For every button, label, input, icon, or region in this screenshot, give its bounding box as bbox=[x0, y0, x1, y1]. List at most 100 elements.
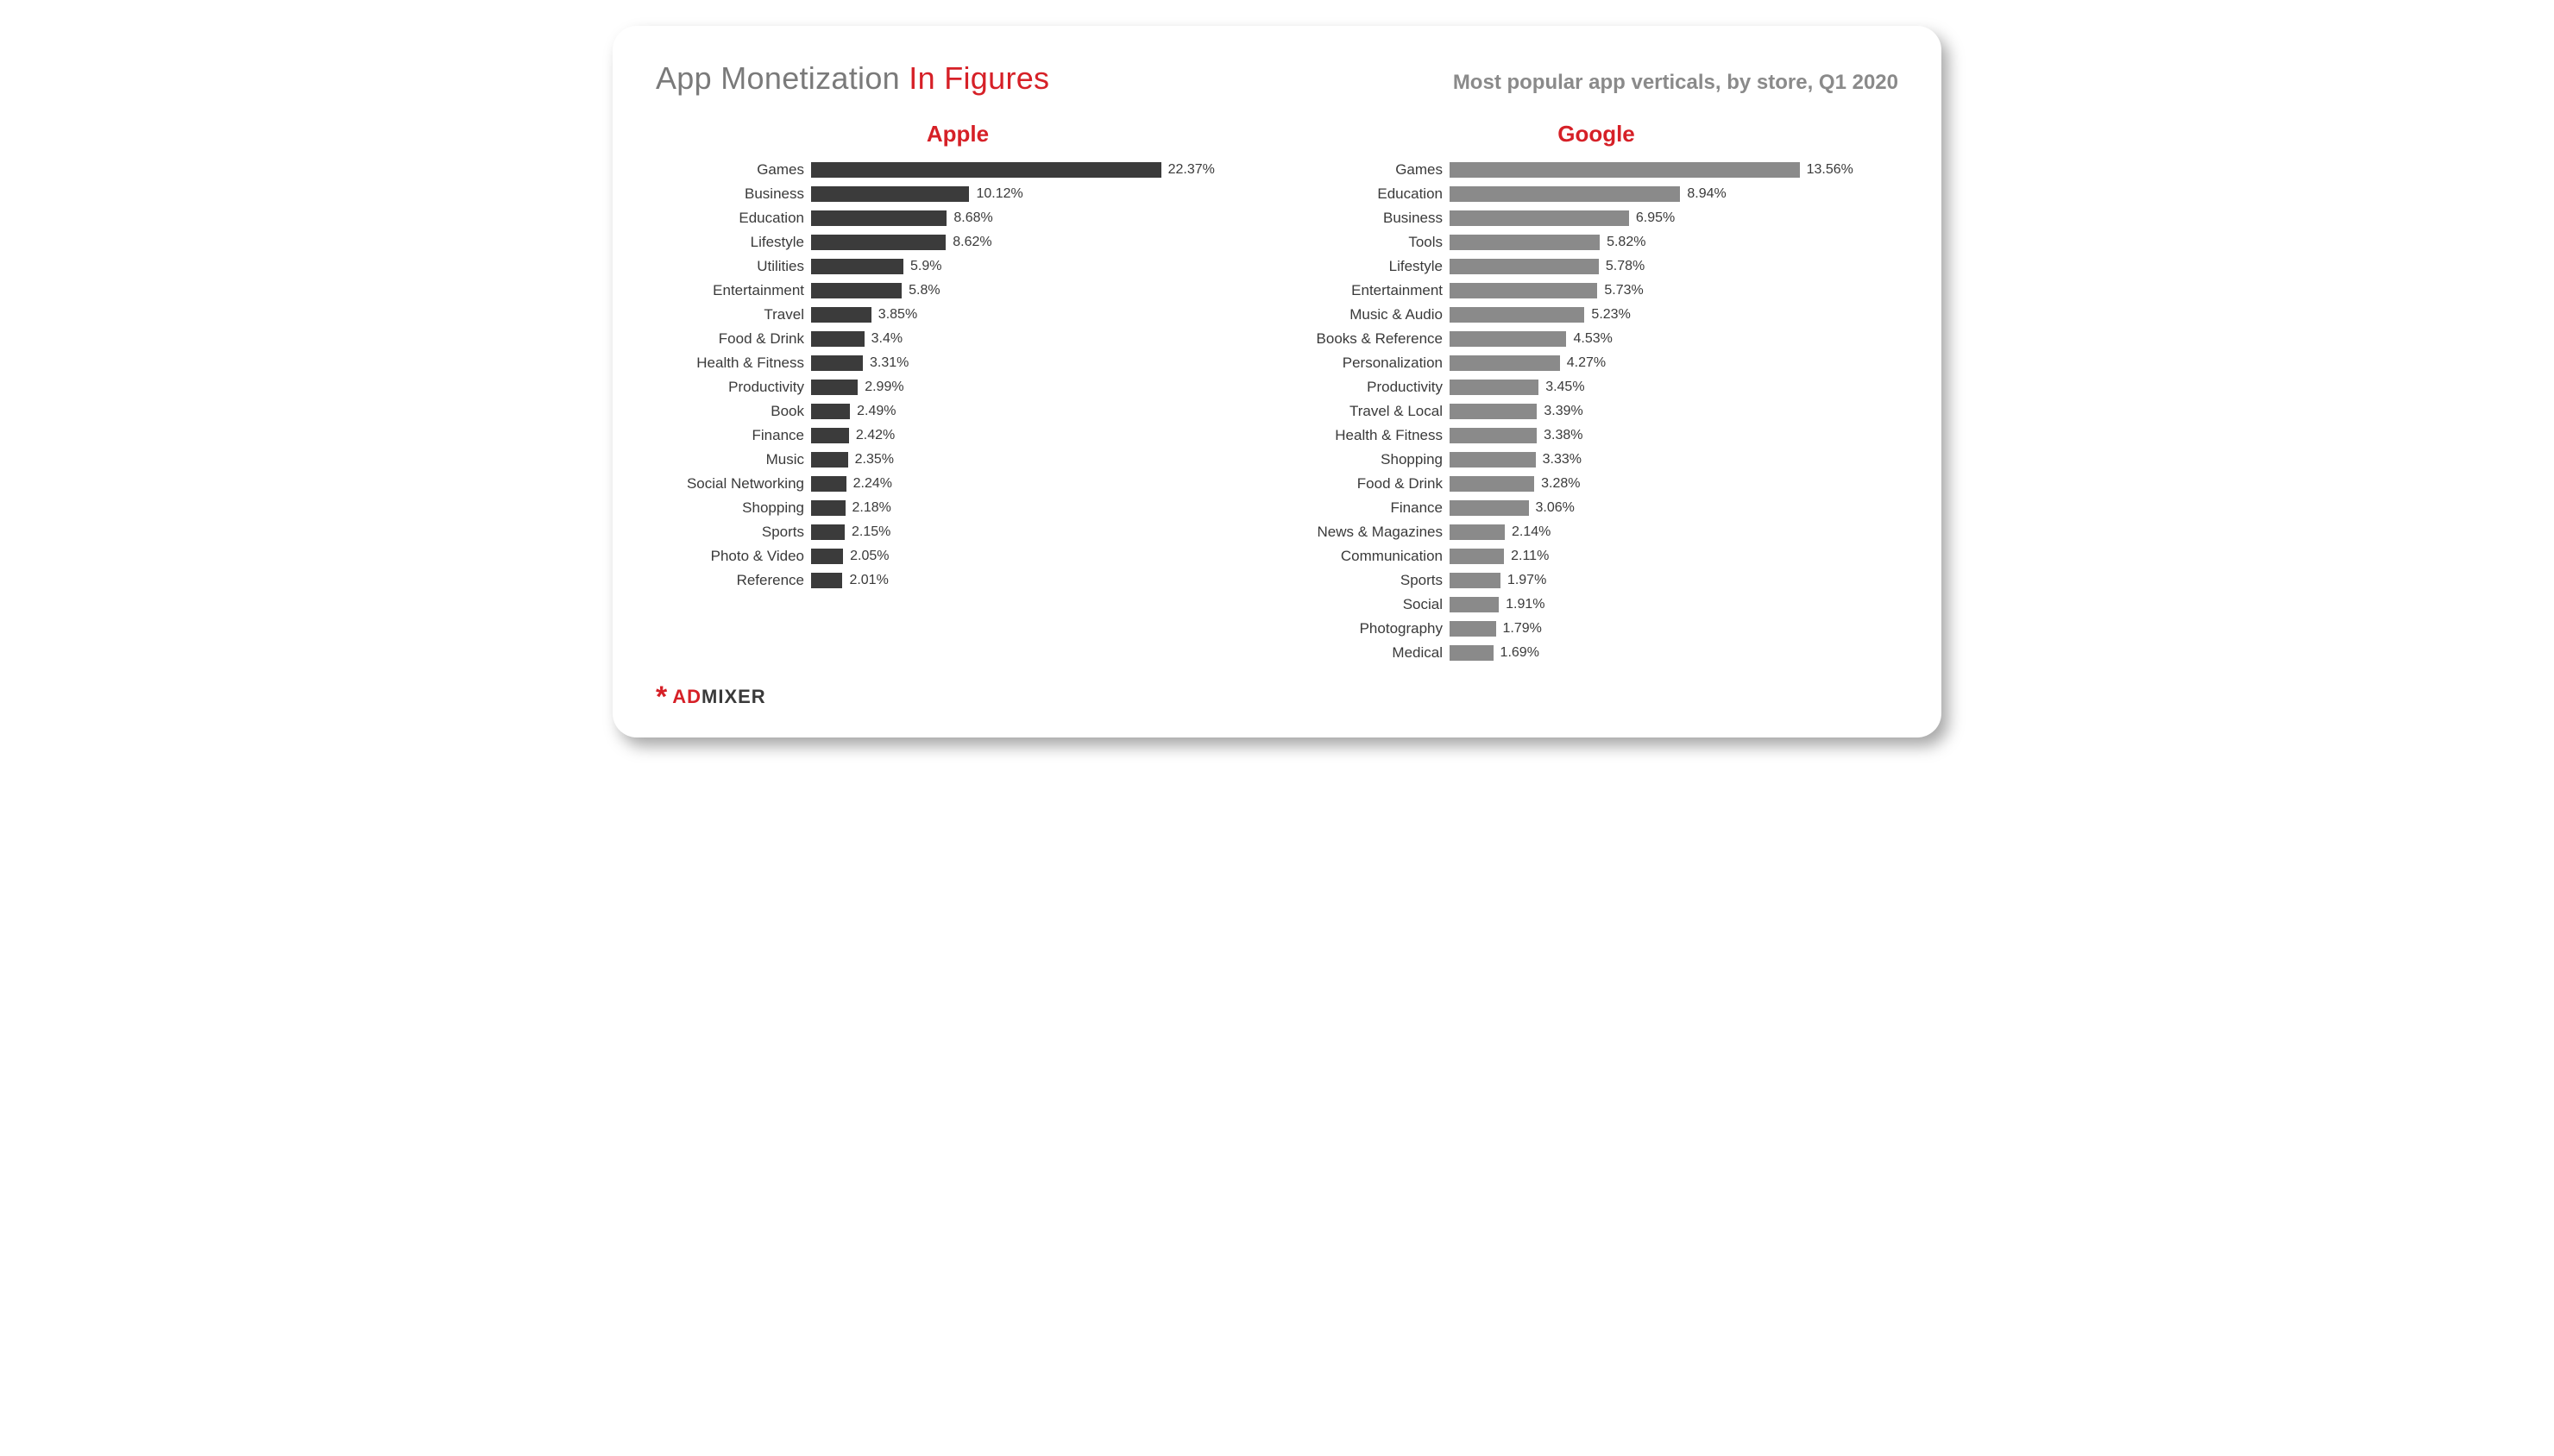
bar-track: 8.94% bbox=[1450, 182, 1898, 206]
bar-label: Travel & Local bbox=[1294, 403, 1450, 420]
bar-value: 4.27% bbox=[1560, 355, 1606, 371]
bar-row: Sports2.15% bbox=[656, 520, 1260, 544]
chart-apple: Apple Games22.37%Business10.12%Education… bbox=[656, 121, 1260, 665]
bar-value: 2.01% bbox=[842, 573, 888, 588]
bar-fill bbox=[1450, 549, 1504, 564]
bar-value: 2.42% bbox=[849, 428, 895, 443]
bar-value: 8.62% bbox=[946, 235, 991, 250]
bar-row: Music & Audio5.23% bbox=[1294, 303, 1898, 327]
bar-track: 4.27% bbox=[1450, 351, 1898, 375]
bar-track: 3.4% bbox=[811, 327, 1260, 351]
bar-value: 2.18% bbox=[846, 500, 891, 516]
bar-track: 2.15% bbox=[811, 520, 1260, 544]
bar-value: 1.69% bbox=[1494, 645, 1539, 661]
bar-row: News & Magazines2.14% bbox=[1294, 520, 1898, 544]
title-accent: In Figures bbox=[909, 60, 1049, 96]
subtitle: Most popular app verticals, by store, Q1… bbox=[1453, 71, 1898, 95]
bar-row: Shopping 2.18% bbox=[656, 496, 1260, 520]
bar-track: 1.97% bbox=[1450, 568, 1898, 593]
bar-value: 5.8% bbox=[902, 283, 940, 298]
bar-value: 2.35% bbox=[848, 452, 894, 468]
logo-suffix: MIXER bbox=[701, 686, 766, 707]
bar-label: Social bbox=[1294, 596, 1450, 613]
bar-track: 6.95% bbox=[1450, 206, 1898, 230]
bar-track: 3.33% bbox=[1450, 448, 1898, 472]
bar-fill bbox=[811, 235, 946, 250]
bar-fill bbox=[811, 428, 849, 443]
bar-label: Shopping bbox=[656, 499, 811, 517]
bar-row: Games 22.37% bbox=[656, 158, 1260, 182]
bar-track: 5.8% bbox=[811, 279, 1260, 303]
bar-track: 3.06% bbox=[1450, 496, 1898, 520]
bar-value: 3.4% bbox=[865, 331, 903, 347]
bar-fill bbox=[811, 331, 865, 347]
bar-track: 3.28% bbox=[1450, 472, 1898, 496]
bar-row: Games13.56% bbox=[1294, 158, 1898, 182]
bar-value: 3.06% bbox=[1529, 500, 1575, 516]
bar-fill bbox=[811, 283, 902, 298]
bar-fill bbox=[1450, 428, 1537, 443]
bar-value: 1.91% bbox=[1499, 597, 1544, 612]
bar-label: Games bbox=[656, 161, 811, 179]
bar-label: Music & Audio bbox=[1294, 306, 1450, 323]
bar-track: 5.23% bbox=[1450, 303, 1898, 327]
bar-row: Education8.68% bbox=[656, 206, 1260, 230]
bar-fill bbox=[1450, 355, 1560, 371]
bar-row: Productivity2.99% bbox=[656, 375, 1260, 399]
bar-row: Business6.95% bbox=[1294, 206, 1898, 230]
bar-value: 5.78% bbox=[1599, 259, 1645, 274]
bar-fill bbox=[1450, 380, 1538, 395]
bar-value: 2.24% bbox=[846, 476, 892, 492]
bar-label: Food & Drink bbox=[656, 330, 811, 348]
bar-fill bbox=[811, 452, 848, 468]
bar-fill bbox=[1450, 307, 1584, 323]
bar-row: Productivity3.45% bbox=[1294, 375, 1898, 399]
bar-fill bbox=[811, 380, 858, 395]
bar-label: Finance bbox=[656, 427, 811, 444]
bar-row: Tools5.82% bbox=[1294, 230, 1898, 254]
bar-fill bbox=[811, 476, 846, 492]
bar-track: 10.12% bbox=[811, 182, 1260, 206]
bar-fill bbox=[1450, 524, 1505, 540]
bar-track: 3.31% bbox=[811, 351, 1260, 375]
bar-track: 5.73% bbox=[1450, 279, 1898, 303]
bar-label: Entertainment bbox=[1294, 282, 1450, 299]
charts-container: Apple Games22.37%Business10.12%Education… bbox=[656, 121, 1898, 665]
bar-fill bbox=[811, 307, 871, 323]
bar-label: Lifestyle bbox=[656, 234, 811, 251]
bar-value: 1.79% bbox=[1496, 621, 1542, 637]
bar-track: 2.99% bbox=[811, 375, 1260, 399]
bar-row: Entertainment5.73% bbox=[1294, 279, 1898, 303]
bar-fill bbox=[1450, 186, 1680, 202]
bar-row: Photography1.79% bbox=[1294, 617, 1898, 641]
bar-value: 3.33% bbox=[1536, 452, 1582, 468]
bar-row: Finance 2.42% bbox=[656, 424, 1260, 448]
bar-track: 2.35% bbox=[811, 448, 1260, 472]
bar-fill bbox=[1450, 404, 1537, 419]
bar-value: 2.14% bbox=[1505, 524, 1551, 540]
chart-title-apple: Apple bbox=[656, 121, 1260, 147]
bar-track: 2.24% bbox=[811, 472, 1260, 496]
bar-label: Sports bbox=[656, 524, 811, 541]
bar-fill bbox=[811, 210, 947, 226]
bar-fill bbox=[1450, 645, 1494, 661]
bar-label: Personalization bbox=[1294, 355, 1450, 372]
bar-value: 22.37% bbox=[1161, 162, 1215, 178]
logo-text: ADMIXER bbox=[672, 686, 765, 708]
bar-fill bbox=[1450, 162, 1800, 178]
bar-track: 8.68% bbox=[811, 206, 1260, 230]
header: App Monetization In Figures Most popular… bbox=[656, 60, 1898, 97]
bar-value: 3.85% bbox=[871, 307, 917, 323]
bar-label: Music bbox=[656, 451, 811, 468]
page-title: App Monetization In Figures bbox=[656, 60, 1049, 97]
bar-track: 5.78% bbox=[1450, 254, 1898, 279]
bar-label: Book bbox=[656, 403, 811, 420]
bar-label: Games bbox=[1294, 161, 1450, 179]
bar-label: Reference bbox=[656, 572, 811, 589]
bar-row: Books & Reference4.53% bbox=[1294, 327, 1898, 351]
bar-label: Education bbox=[1294, 185, 1450, 203]
chart-google: Google Games13.56%Education8.94%Business… bbox=[1294, 121, 1898, 665]
bar-label: Finance bbox=[1294, 499, 1450, 517]
bar-value: 3.28% bbox=[1534, 476, 1580, 492]
bars-apple: Games22.37%Business10.12%Education8.68%L… bbox=[656, 158, 1260, 593]
